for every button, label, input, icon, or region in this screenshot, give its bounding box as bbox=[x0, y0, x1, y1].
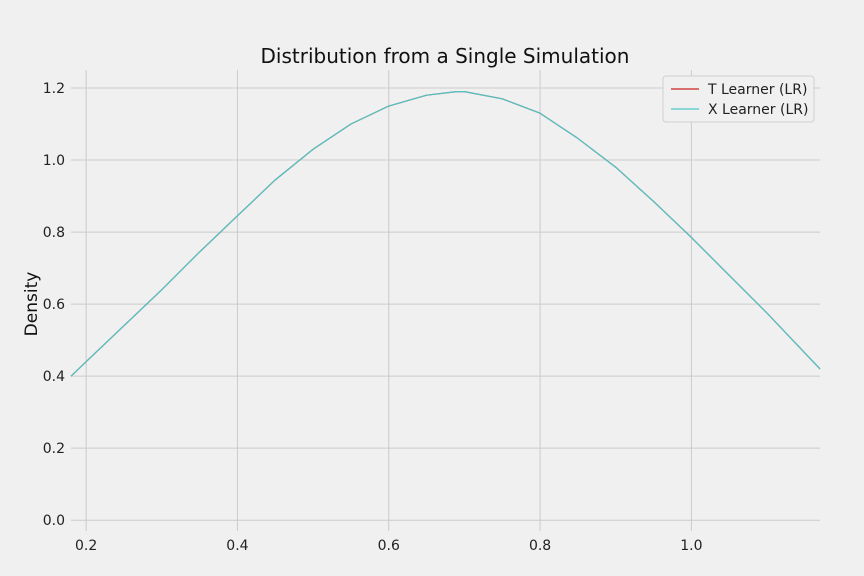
x-tick-label: 0.2 bbox=[75, 538, 97, 554]
series-line-1 bbox=[70, 91, 821, 377]
y-tick-label: 0.8 bbox=[43, 225, 65, 241]
y-tick-label: 0.4 bbox=[43, 369, 65, 385]
chart-title: Distribution from a Single Simulation bbox=[261, 44, 630, 68]
legend-label: X Learner (LR) bbox=[708, 102, 808, 118]
y-tick-label: 0.6 bbox=[43, 297, 65, 313]
x-axis-ticks: 0.2 0.4 0.6 0.8 1.0 bbox=[75, 538, 703, 554]
y-axis-label: Density bbox=[22, 272, 42, 337]
series-layer bbox=[70, 91, 821, 377]
y-tick-label: 1.0 bbox=[43, 153, 65, 169]
x-tick-label: 1.0 bbox=[680, 538, 702, 554]
y-tick-label: 1.2 bbox=[43, 81, 65, 97]
y-axis-ticks: 0.0 0.2 0.4 0.6 0.8 1.0 1.2 bbox=[43, 81, 65, 529]
legend: T Learner (LR) X Learner (LR) bbox=[662, 75, 815, 123]
x-tick-label: 0.4 bbox=[226, 538, 248, 554]
legend-label: T Learner (LR) bbox=[707, 82, 807, 98]
y-tick-label: 0.2 bbox=[43, 441, 65, 457]
grid bbox=[71, 70, 820, 531]
x-tick-label: 0.8 bbox=[529, 538, 551, 554]
legend-box bbox=[662, 75, 815, 123]
x-tick-label: 0.6 bbox=[378, 538, 400, 554]
y-tick-label: 0.0 bbox=[43, 513, 65, 529]
